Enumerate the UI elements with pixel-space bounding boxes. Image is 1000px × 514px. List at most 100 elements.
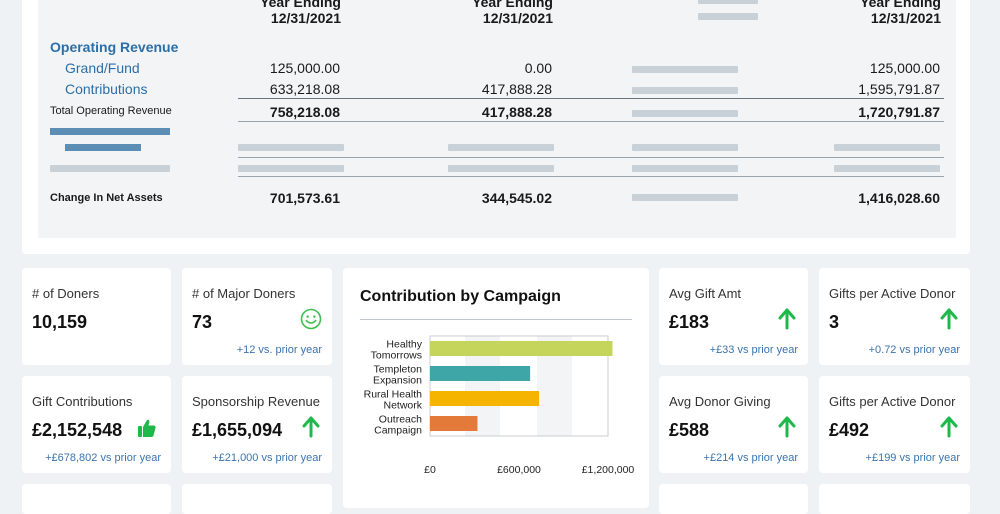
section-title-operating-revenue[interactable]: Operating Revenue bbox=[50, 39, 179, 55]
kpi-label: Sponsorship Revenue bbox=[192, 394, 320, 409]
kpi-card-gifts-per-active-donor-2[interactable]: Gifts per Active Donor £492 +£199 vs pri… bbox=[819, 376, 970, 473]
divider bbox=[238, 157, 944, 158]
kpi-card-avg-donor-giving[interactable]: Avg Donor Giving £588 +£214 vs prior yea… bbox=[659, 376, 808, 473]
kpi-label: Gifts per Active Donor bbox=[829, 394, 956, 409]
net-col2: 344,545.02 bbox=[481, 190, 552, 206]
category-label: Rural Health bbox=[364, 389, 423, 401]
placeholder-label-bar bbox=[50, 165, 170, 172]
placeholder-cell bbox=[448, 165, 554, 172]
kpi-card-partial[interactable] bbox=[182, 484, 332, 514]
bar-0 bbox=[430, 341, 613, 356]
kpi-label: # of Major Doners bbox=[192, 286, 296, 301]
arrow-up-icon bbox=[940, 416, 958, 443]
financial-statement-panel: Year Ending 12/31/2021 Year Ending 12/31… bbox=[22, 0, 970, 254]
chart-title-divider bbox=[360, 319, 632, 320]
total-col2: 417,888.28 bbox=[481, 104, 552, 120]
placeholder-cell bbox=[632, 66, 738, 73]
category-label: Healthy bbox=[386, 339, 422, 351]
contributions-col2: 417,888.28 bbox=[481, 81, 552, 97]
kpi-value: £1,655,094 bbox=[192, 420, 283, 440]
kpi-value: £183 bbox=[669, 312, 710, 332]
x-tick-label: £0 bbox=[424, 464, 436, 476]
category-label: Templeton bbox=[374, 364, 423, 376]
kpi-value: £2,152,548 bbox=[32, 420, 123, 440]
row-label-contributions[interactable]: Contributions bbox=[65, 81, 148, 97]
placeholder-label-bar bbox=[65, 144, 141, 151]
column-header-2: Year Ending 12/31/2021 bbox=[472, 0, 553, 26]
placeholder-cell bbox=[632, 110, 738, 117]
kpi-value: 10,159 bbox=[32, 312, 88, 332]
arrow-up-icon bbox=[778, 308, 796, 335]
chart-title: Contribution by Campaign bbox=[360, 288, 561, 305]
kpi-delta: +0.72 vs prior year bbox=[868, 344, 960, 356]
kpi-delta: +12 vs. prior year bbox=[236, 344, 322, 356]
total-col1: 758,218.08 bbox=[269, 104, 340, 120]
kpi-card-gifts-per-active-donor[interactable]: Gifts per Active Donor 3 +0.72 vs prior … bbox=[819, 268, 970, 365]
grand-fund-col1: 125,000.00 bbox=[269, 60, 340, 76]
kpi-card-avg-gift[interactable]: Avg Gift Amt £183 +£33 vs prior year bbox=[659, 268, 808, 365]
statement-table: Year Ending 12/31/2021 Year Ending 12/31… bbox=[38, 0, 956, 238]
x-tick-label: £600,000 bbox=[497, 464, 541, 476]
grand-fund-col2: 0.00 bbox=[524, 60, 552, 76]
kpi-card-partial[interactable] bbox=[22, 484, 171, 514]
kpi-value: £588 bbox=[669, 420, 710, 440]
row-label-grand-fund[interactable]: Grand/Fund bbox=[65, 60, 140, 76]
category-label: Outreach bbox=[379, 414, 422, 426]
placeholder-cell bbox=[834, 144, 940, 151]
placeholder-label-bar bbox=[50, 128, 170, 135]
plot-area bbox=[429, 335, 609, 437]
kpi-card-partial[interactable] bbox=[659, 484, 808, 514]
net-col1: 701,573.61 bbox=[269, 190, 340, 206]
row-label-change-in-net-assets: Change In Net Assets bbox=[50, 192, 163, 204]
placeholder-header-3b bbox=[698, 13, 758, 20]
arrow-up-icon bbox=[940, 308, 958, 335]
column-header-4: Year Ending 12/31/2021 bbox=[860, 0, 941, 26]
kpi-label: Avg Donor Giving bbox=[669, 394, 771, 409]
kpi-delta: +£199 vs prior year bbox=[865, 452, 960, 464]
placeholder-cell bbox=[632, 165, 738, 172]
kpi-delta: +£33 vs prior year bbox=[709, 344, 798, 356]
contributions-col4: 1,595,791.87 bbox=[858, 81, 940, 97]
total-col4: 1,720,791.87 bbox=[858, 104, 940, 120]
contributions-col1: 633,218.08 bbox=[269, 81, 340, 97]
category-label: Network bbox=[383, 400, 422, 412]
kpi-card-gift-contributions[interactable]: Gift Contributions £2,152,548 +£678,802 … bbox=[22, 376, 171, 473]
kpi-label: Gift Contributions bbox=[32, 394, 133, 409]
kpi-delta: +£21,000 vs prior year bbox=[212, 452, 322, 464]
kpi-value: 73 bbox=[192, 312, 213, 332]
bar-2 bbox=[430, 391, 540, 406]
divider bbox=[238, 176, 944, 177]
placeholder-header-3a bbox=[698, 0, 758, 4]
category-label: Tomorrows bbox=[371, 350, 422, 362]
category-label: Campaign bbox=[374, 425, 422, 437]
kpi-value: £492 bbox=[829, 420, 870, 440]
arrow-up-icon bbox=[778, 416, 796, 443]
kpi-card-major-doners[interactable]: # of Major Doners 73 +12 vs. prior year bbox=[182, 268, 332, 365]
placeholder-cell bbox=[834, 165, 940, 172]
kpi-delta: +£214 vs prior year bbox=[703, 452, 798, 464]
grand-fund-col4: 125,000.00 bbox=[869, 60, 940, 76]
smiley-icon bbox=[300, 308, 322, 335]
kpi-card-doners[interactable]: # of Doners 10,159 bbox=[22, 268, 171, 365]
placeholder-cell bbox=[238, 165, 344, 172]
placeholder-cell bbox=[632, 87, 738, 94]
placeholder-cell bbox=[632, 194, 738, 201]
placeholder-cell bbox=[448, 144, 554, 151]
category-label: Expansion bbox=[373, 375, 422, 387]
thumbs-up-icon bbox=[137, 418, 157, 443]
divider bbox=[238, 98, 944, 99]
kpi-value: 3 bbox=[829, 312, 840, 332]
column-header-1: Year Ending 12/31/2021 bbox=[260, 0, 341, 26]
kpi-card-partial[interactable] bbox=[819, 484, 970, 514]
kpi-label: # of Doners bbox=[32, 286, 100, 301]
divider bbox=[238, 121, 944, 122]
bar-3 bbox=[430, 416, 478, 431]
kpi-card-sponsorship-revenue[interactable]: Sponsorship Revenue £1,655,094 +£21,000 … bbox=[182, 376, 332, 473]
placeholder-cell bbox=[238, 144, 344, 151]
kpi-delta: +£678,802 vs prior year bbox=[45, 452, 161, 464]
kpi-label: Gifts per Active Donor bbox=[829, 286, 956, 301]
chart-card-contribution-by-campaign[interactable]: Healthy Tomorrows Templeton Expansion Rural … bbox=[343, 268, 649, 508]
net-col4: 1,416,028.60 bbox=[858, 190, 940, 206]
kpi-label: Avg Gift Amt bbox=[669, 286, 742, 301]
